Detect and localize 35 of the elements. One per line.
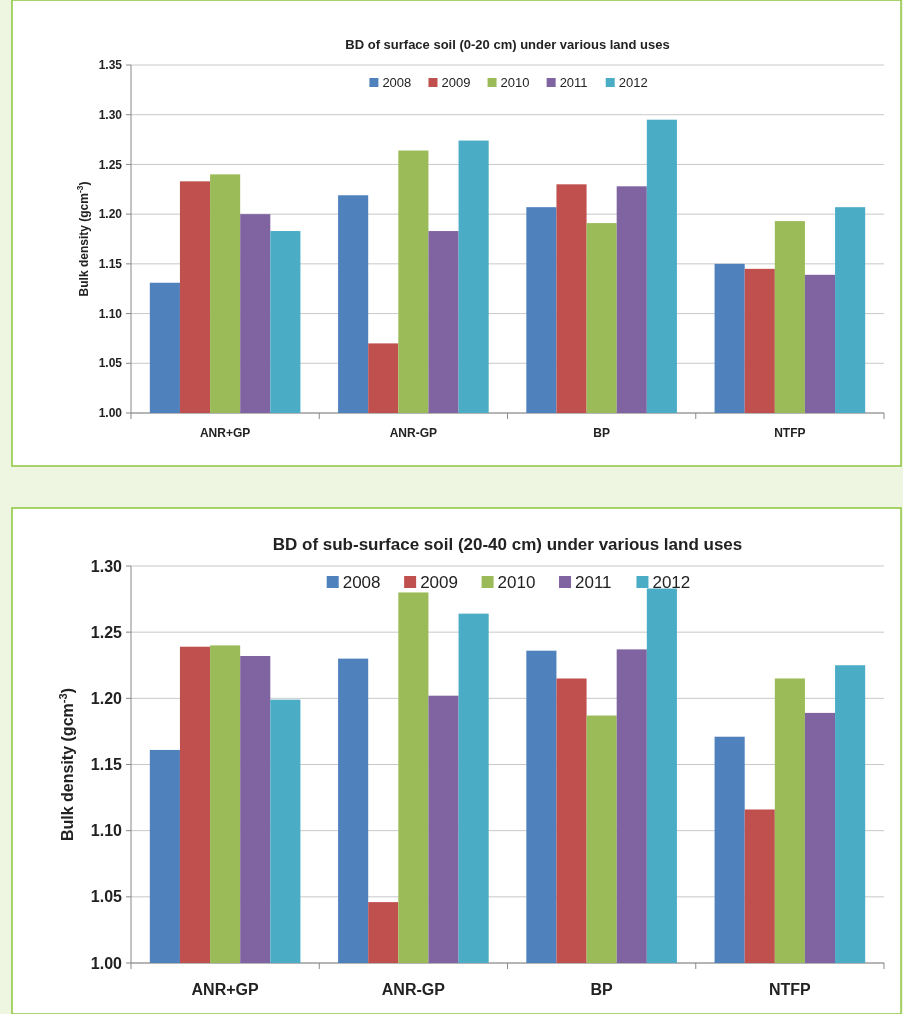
legend-label: 2012 <box>618 75 648 90</box>
y-tick-label: 1.10 <box>90 822 123 840</box>
legend-label: 2009 <box>420 573 458 592</box>
x-tick-label: BP <box>593 426 610 440</box>
x-tick-label: BP <box>590 981 614 998</box>
y-tick-label: 1.30 <box>90 557 123 575</box>
x-tick-label: ANR+GP <box>199 426 251 440</box>
y-tick-label: 1.05 <box>90 888 123 906</box>
x-tick-label: ANR-GP <box>381 981 446 998</box>
legend-label: 2012 <box>652 573 691 592</box>
legend-label: 2008 <box>342 573 381 592</box>
legend-label: 2010 <box>497 573 536 592</box>
y-tick-label: 1.05 <box>98 356 123 371</box>
y-tick-label: 1.15 <box>90 756 123 774</box>
legend-label: 2010 <box>500 75 530 90</box>
y-tick-label: 1.30 <box>98 107 123 122</box>
y-tick-label: 1.25 <box>98 157 123 172</box>
legend-label: 2011 <box>575 573 612 592</box>
y-tick-label: 1.00 <box>90 954 123 972</box>
x-tick-label: ANR+GP <box>191 981 260 998</box>
y-tick-label: 1.10 <box>98 306 123 321</box>
legend-label: 2009 <box>441 75 471 90</box>
legend-label: 2011 <box>559 75 588 90</box>
y-tick-label: 1.00 <box>98 406 123 421</box>
y-tick-label: 1.35 <box>98 58 123 73</box>
x-tick-label: ANR-GP <box>389 426 438 440</box>
x-tick-label: NTFP <box>768 981 812 998</box>
y-tick-label: 1.25 <box>90 623 123 641</box>
y-tick-label: 1.15 <box>98 257 123 272</box>
chart-title: BD of sub-surface soil (20-40 cm) under various land uses <box>272 535 743 554</box>
y-tick-label: 1.20 <box>98 207 123 222</box>
chart-title: BD of surface soil (0-20 cm) under various land uses <box>345 37 670 52</box>
legend-label: 2008 <box>382 75 412 90</box>
x-tick-label: NTFP <box>774 426 806 440</box>
y-tick-label: 1.20 <box>90 689 123 707</box>
